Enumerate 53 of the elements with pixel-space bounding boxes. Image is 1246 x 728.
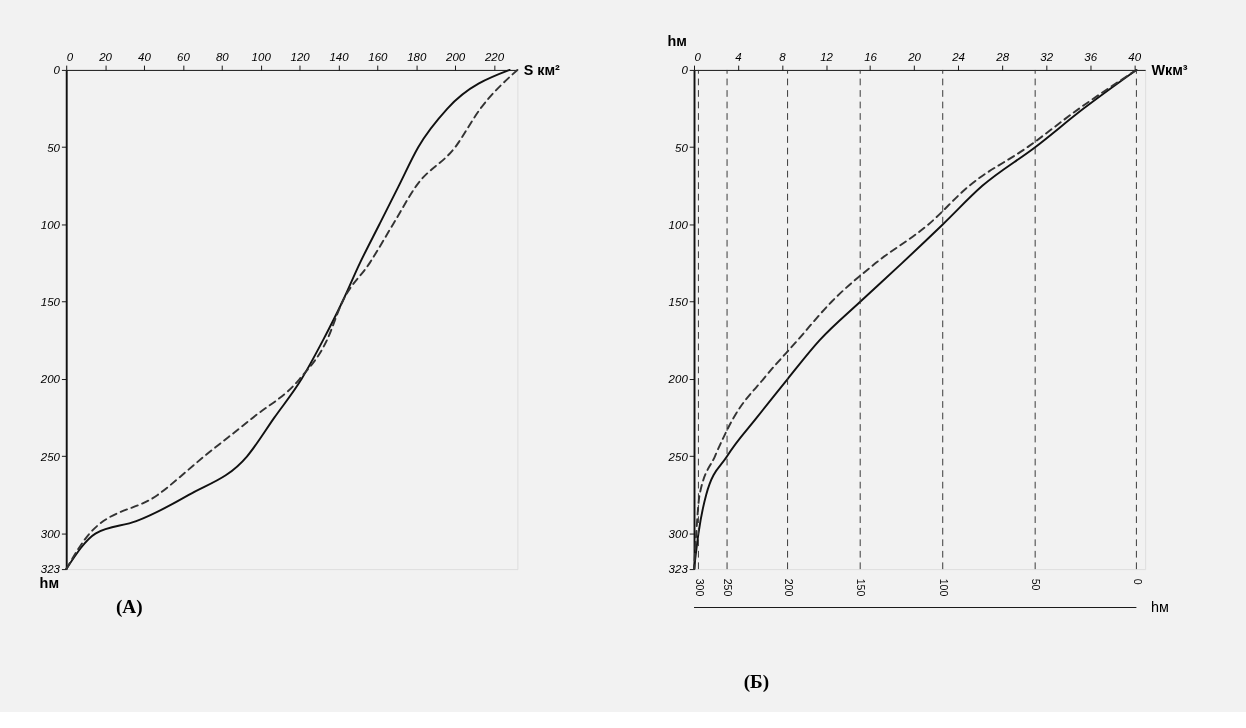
x-tick-label: 140 [329, 50, 350, 63]
y-tick-label: 250 [667, 450, 689, 463]
x-tick-label: 100 [251, 50, 272, 63]
x-tick-label: 40 [138, 50, 152, 63]
annotation: 300 [693, 578, 706, 597]
annotation: 50 [1030, 578, 1043, 591]
annotation: 150 [855, 578, 868, 597]
x-tick-label: 20 [907, 50, 922, 63]
x-tick-label: 160 [368, 50, 389, 63]
y-tick-label: 300 [40, 527, 61, 540]
text: (A) [115, 596, 143, 619]
y-axis-title: hм [667, 33, 687, 50]
x-tick-label: 0 [66, 50, 74, 63]
text: hм [1150, 599, 1169, 616]
x-tick-label: 200 [445, 50, 466, 63]
x-tick-label: 8 [779, 50, 787, 63]
y-tick-label: 150 [668, 296, 689, 309]
annotation: 0 [1131, 578, 1144, 585]
x-tick-label: 20 [98, 50, 113, 63]
y-tick-label: 50 [675, 141, 689, 154]
x-tick-label: 40 [1128, 50, 1142, 63]
x-axis-title: Wкм³ [1151, 62, 1188, 79]
y-tick-label: 150 [40, 296, 61, 309]
x-tick-label: 120 [290, 50, 311, 63]
y-tick-label: 250 [39, 450, 61, 463]
y-tick-label: 200 [667, 373, 689, 386]
x-tick-label: 28 [995, 50, 1010, 63]
y-tick-label: 50 [47, 141, 61, 154]
y-tick-label: 300 [668, 527, 689, 540]
y-tick-label: 100 [40, 218, 61, 231]
annotation: 100 [937, 578, 950, 597]
y-axis-title: hм [39, 574, 60, 591]
y-tick-label: 323 [668, 563, 689, 576]
x-tick-label: 4 [735, 50, 742, 63]
x-axis-title: S км² [523, 62, 561, 79]
x-tick-label: 220 [483, 50, 505, 63]
annotation: 200 [782, 578, 795, 597]
x-tick-label: 24 [951, 50, 966, 63]
x-tick-label: 60 [177, 50, 191, 63]
y-tick-label: 0 [681, 64, 689, 77]
x-tick-label: 12 [820, 50, 834, 63]
y-tick-label: 200 [39, 373, 61, 386]
x-tick-label: 16 [864, 50, 878, 63]
x-tick-label: 36 [1084, 50, 1098, 63]
y-tick-label: 0 [53, 64, 61, 77]
y-tick-label: 323 [40, 563, 61, 576]
x-tick-label: 180 [407, 50, 427, 63]
text: (Б) [743, 671, 770, 694]
annotation: 250 [722, 578, 735, 597]
x-tick-label: 0 [694, 50, 702, 63]
y-tick-label: 100 [668, 218, 689, 231]
x-tick-label: 80 [215, 50, 230, 63]
x-tick-label: 32 [1040, 50, 1054, 63]
